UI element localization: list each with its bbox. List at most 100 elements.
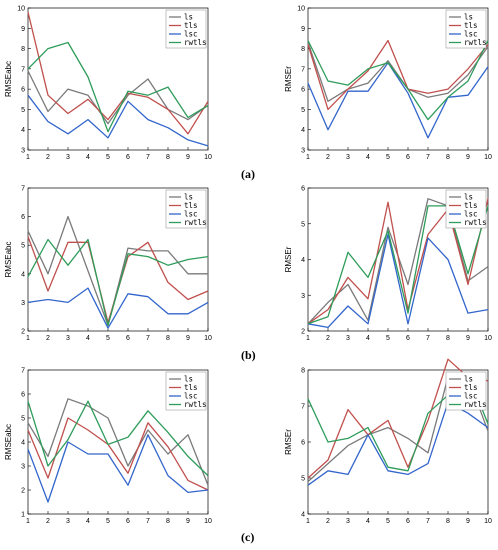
y-tick-label: 5 (21, 107, 25, 114)
y-axis-label: RMSEr (284, 429, 293, 455)
legend-label-lsc: lsc (184, 392, 198, 401)
legend-label-ls: ls (464, 193, 473, 202)
x-tick-label: 4 (86, 518, 90, 525)
x-tick-label: 8 (166, 518, 170, 525)
y-tick-label: 3 (21, 300, 25, 307)
series-line-tls (27, 11, 209, 135)
x-tick-label: 3 (66, 335, 70, 342)
x-tick-label: 10 (484, 518, 492, 525)
x-tick-label: 9 (466, 518, 470, 525)
legend-label-rwtls: rwtls (464, 218, 487, 227)
legend-label-ls: ls (464, 13, 473, 22)
y-axis-label: RMSEabc (4, 424, 13, 460)
series-line-rwtls (307, 40, 489, 121)
series-line-lsc (307, 62, 489, 139)
x-tick-label: 9 (186, 335, 190, 342)
y-tick-label: 1 (21, 512, 25, 519)
x-tick-label: 8 (166, 335, 170, 342)
legend-box (445, 189, 487, 229)
legend-label-lsc: lsc (464, 392, 478, 401)
y-axis-label: RMSEr (284, 66, 293, 92)
legend-label-tls: tls (184, 383, 198, 392)
legend-label-tls: tls (464, 201, 478, 210)
y-tick-label: 6 (21, 87, 25, 94)
x-tick-label: 10 (484, 335, 492, 342)
legend-label-tls: tls (464, 21, 478, 30)
x-tick-label: 7 (146, 518, 150, 525)
y-tick-label: 9 (301, 26, 305, 33)
y-axis-label: RMSEabc (4, 61, 13, 97)
panel-label-a: (a) (241, 167, 255, 181)
x-tick-label: 6 (126, 518, 130, 525)
legend-box (165, 371, 207, 411)
x-tick-label: 7 (426, 154, 430, 161)
series-line-ls (307, 42, 489, 102)
x-tick-label: 4 (86, 335, 90, 342)
x-tick-label: 5 (386, 154, 390, 161)
y-tick-label: 6 (21, 214, 25, 221)
legend-label-tls: tls (464, 383, 478, 392)
x-tick-label: 3 (66, 154, 70, 161)
series-line-tls (27, 417, 209, 491)
legend-box (165, 9, 207, 49)
x-tick-label: 1 (306, 154, 310, 161)
legend-label-lsc: lsc (464, 30, 478, 39)
x-tick-label: 4 (366, 518, 370, 525)
series-line-tls (307, 39, 489, 111)
x-tick-label: 3 (346, 518, 350, 525)
legend-box (445, 9, 487, 49)
x-tick-label: 8 (446, 335, 450, 342)
legend-label-lsc: lsc (184, 210, 198, 219)
y-tick-label: 10 (297, 6, 305, 13)
x-tick-label: 9 (186, 154, 190, 161)
x-tick-label: 5 (386, 518, 390, 525)
y-tick-label: 7 (21, 66, 25, 73)
x-tick-label: 5 (106, 335, 110, 342)
y-tick-label: 5 (301, 476, 305, 483)
axes-frame (27, 7, 209, 151)
x-tick-label: 2 (326, 335, 330, 342)
legend-label-rwtls: rwtls (184, 38, 207, 47)
legend-label-tls: tls (184, 201, 198, 210)
x-tick-label: 7 (146, 335, 150, 342)
series-line-rwtls (307, 205, 489, 325)
legend-box (445, 371, 487, 411)
x-tick-label: 2 (326, 154, 330, 161)
legend-label-ls: ls (184, 13, 193, 22)
legend-label-ls: ls (184, 193, 193, 202)
y-axis-label: RMSEabc (4, 241, 13, 277)
y-tick-label: 3 (21, 464, 25, 471)
y-tick-label: 8 (21, 46, 25, 53)
y-tick-label: 8 (301, 46, 305, 53)
legend-label-rwtls: rwtls (184, 218, 207, 227)
series-line-ls (27, 70, 209, 125)
y-tick-label: 4 (301, 127, 305, 134)
y-tick-label: 3 (301, 293, 305, 300)
x-tick-label: 7 (146, 154, 150, 161)
x-tick-label: 2 (326, 518, 330, 525)
x-tick-label: 9 (466, 335, 470, 342)
y-tick-label: 8 (301, 368, 305, 375)
x-tick-label: 8 (446, 518, 450, 525)
x-tick-label: 10 (484, 154, 492, 161)
series-line-ls (27, 215, 208, 326)
series-line-lsc (27, 94, 209, 147)
x-tick-label: 1 (26, 335, 30, 342)
y-tick-label: 5 (21, 416, 25, 423)
x-tick-label: 10 (204, 518, 212, 525)
x-tick-label: 4 (366, 154, 370, 161)
x-tick-label: 1 (26, 154, 30, 161)
legend-label-rwtls: rwtls (464, 38, 487, 47)
x-tick-label: 8 (446, 154, 450, 161)
legend-label-ls: ls (184, 375, 193, 384)
x-tick-label: 4 (86, 154, 90, 161)
y-tick-label: 4 (301, 512, 305, 519)
x-tick-label: 1 (306, 335, 310, 342)
series-line-lsc (27, 434, 209, 503)
y-tick-label: 6 (301, 87, 305, 94)
x-tick-label: 3 (66, 518, 70, 525)
